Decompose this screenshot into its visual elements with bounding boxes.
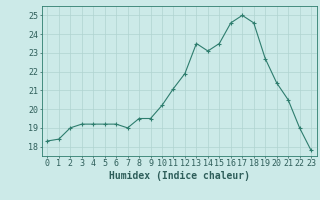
X-axis label: Humidex (Indice chaleur): Humidex (Indice chaleur) bbox=[109, 171, 250, 181]
